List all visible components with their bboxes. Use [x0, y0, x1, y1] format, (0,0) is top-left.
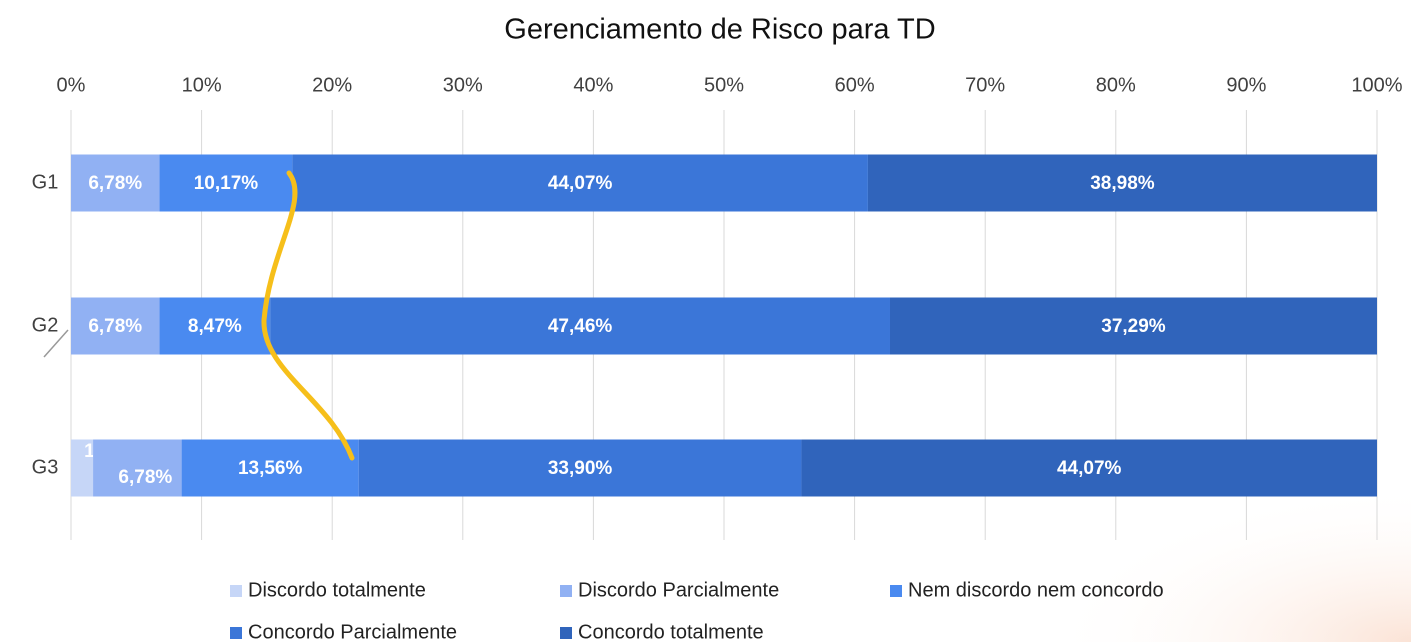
x-tick-label: 20%: [312, 74, 352, 96]
x-tick-label: 100%: [1351, 74, 1402, 96]
data-label: 44,07%: [548, 173, 613, 194]
legend-swatch: [890, 585, 902, 597]
legend-label: Discordo Parcialmente: [578, 579, 779, 601]
x-tick-label: 40%: [573, 74, 613, 96]
decoration-line: [43, 329, 69, 358]
data-label: 44,07%: [1057, 458, 1122, 479]
x-tick-label: 90%: [1226, 74, 1266, 96]
x-tick-label: 10%: [182, 74, 222, 96]
legend-label: Nem discordo nem concordo: [908, 579, 1164, 601]
background-decoration: [800, 380, 1411, 642]
legend-swatch: [560, 627, 572, 639]
legend-label: Concordo Parcialmente: [248, 621, 457, 642]
bar-segment: [292, 154, 868, 212]
bar-segment: [71, 439, 94, 497]
data-label: 47,46%: [548, 316, 613, 337]
bar-segment: [93, 439, 182, 497]
bar-segment: [889, 297, 1377, 355]
data-label: 38,98%: [1090, 173, 1155, 194]
data-label: 6,78%: [118, 467, 172, 488]
legend-label: Discordo totalmente: [248, 579, 426, 601]
legend-swatch: [230, 585, 242, 597]
bar-segment: [71, 297, 160, 355]
data-label: 6,78%: [88, 316, 142, 337]
annotation-curve: [261, 170, 355, 461]
bar-segment: [358, 439, 802, 497]
y-tick-label: G3: [32, 456, 59, 478]
bar-segment: [71, 154, 160, 212]
x-tick-label: 60%: [835, 74, 875, 96]
x-tick-label: 50%: [704, 74, 744, 96]
x-tick-label: 70%: [965, 74, 1005, 96]
legend-swatch: [230, 627, 242, 639]
y-tick-label: G1: [32, 171, 59, 193]
bar-segment: [181, 439, 359, 497]
chart-title: Gerenciamento de Risco para TD: [504, 14, 935, 46]
x-tick-label: 0%: [57, 74, 86, 96]
bar-segment: [801, 439, 1377, 497]
data-label: 8,47%: [188, 316, 242, 337]
legend-swatch: [560, 585, 572, 597]
bar-segment: [867, 154, 1377, 212]
bar-segment: [159, 297, 271, 355]
y-tick-label: G2: [32, 314, 59, 336]
data-label: 37,29%: [1101, 316, 1166, 337]
bar-segment: [270, 297, 890, 355]
data-label: 10,17%: [194, 173, 259, 194]
data-label: 13,56%: [238, 458, 303, 479]
x-tick-label: 30%: [443, 74, 483, 96]
bar-segment: [159, 154, 293, 212]
x-tick-label: 80%: [1096, 74, 1136, 96]
plot: 0% 10% 20% 30% 40% 50% 60% 70% 80% 90% 100% G1 6,78%…: [32, 74, 1403, 642]
legend-label: Concordo totalmente: [578, 621, 764, 642]
data-label: 33,90%: [548, 458, 613, 479]
data-label: 6,78%: [88, 173, 142, 194]
